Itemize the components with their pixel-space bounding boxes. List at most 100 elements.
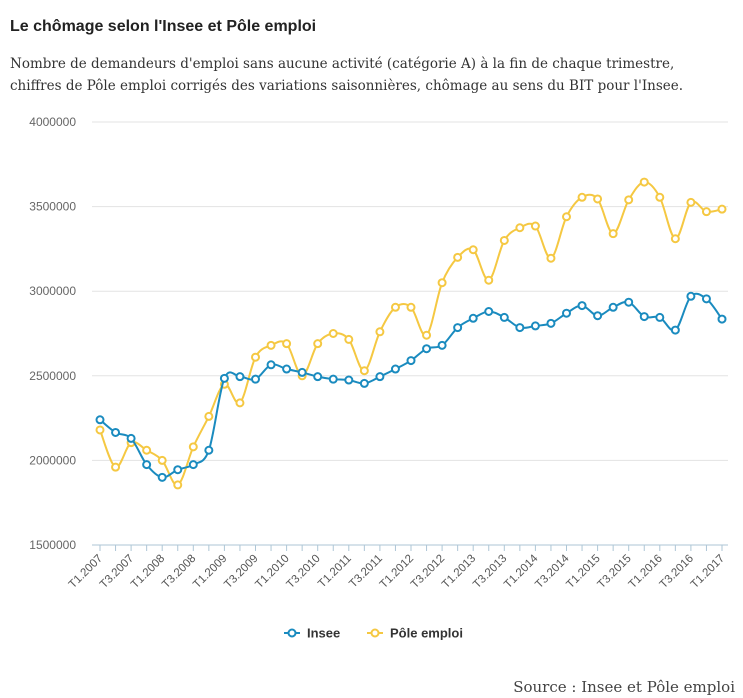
- data-point-p-le-emploi: [313, 339, 323, 349]
- data-point-p-le-emploi: [562, 212, 571, 222]
- series-p-le-emploi: [95, 177, 727, 490]
- data-point-insee: [624, 297, 634, 307]
- series-line-p-le-emploi: [99, 181, 723, 486]
- x-tick-label: T1.2011: [316, 553, 354, 591]
- data-point-p-le-emploi: [359, 366, 369, 376]
- data-point-insee: [546, 318, 556, 328]
- data-point-insee: [593, 311, 603, 321]
- data-point-insee: [406, 356, 416, 366]
- data-point-insee: [655, 312, 665, 322]
- series-layer: [95, 177, 727, 490]
- data-point-insee: [282, 364, 292, 374]
- data-point-p-le-emploi: [111, 462, 121, 472]
- legend-label-p-le-emploi: Pôle emploi: [390, 626, 463, 641]
- data-point-p-le-emploi: [282, 339, 292, 349]
- data-point-p-le-emploi: [142, 445, 152, 455]
- data-point-p-le-emploi: [468, 245, 478, 255]
- x-axis: T1.2007T3.2007T1.2008T3.2008T1.2009T3.20…: [67, 544, 728, 591]
- data-point-insee: [111, 427, 121, 437]
- legend: Insee Pôle emploi: [284, 626, 463, 641]
- data-point-insee: [142, 460, 152, 470]
- data-point-p-le-emploi: [593, 194, 603, 204]
- data-point-insee: [484, 307, 494, 317]
- y-tick-label: 4000000: [29, 115, 76, 129]
- data-point-p-le-emploi: [328, 329, 338, 338]
- data-point-p-le-emploi: [608, 229, 618, 239]
- data-point-insee: [608, 302, 618, 312]
- chart-subtitle: Nombre de demandeurs d'emploi sans aucun…: [10, 56, 684, 94]
- line-chart: 1500000 2000000 2500000 3000000 3500000 40000…: [29, 115, 728, 641]
- data-point-insee: [126, 433, 136, 443]
- data-point-p-le-emploi: [701, 207, 711, 217]
- data-point-p-le-emploi: [546, 253, 556, 263]
- data-point-insee: [188, 460, 198, 470]
- data-point-p-le-emploi: [515, 223, 525, 233]
- data-point-p-le-emploi: [670, 234, 680, 244]
- data-point-insee: [204, 445, 214, 455]
- legend-marker-p-le-emploi: [370, 628, 380, 638]
- data-point-p-le-emploi: [406, 302, 416, 312]
- data-point-insee: [328, 374, 338, 384]
- legend-marker-insee: [287, 628, 297, 638]
- chart-title: Le chômage selon l'Insee et Pôle emploi: [10, 18, 317, 35]
- x-tick-label: T1.2017: [689, 553, 727, 591]
- data-point-p-le-emploi: [686, 197, 696, 207]
- data-point-insee: [173, 465, 183, 475]
- y-axis-ticks: 1500000 2000000 2500000 3000000 3500000 40000…: [29, 115, 76, 552]
- legend-label-insee: Insee: [307, 626, 340, 641]
- data-point-p-le-emploi: [235, 398, 245, 408]
- y-tick-label: 2500000: [29, 369, 76, 383]
- data-point-insee: [344, 375, 354, 385]
- data-point-insee: [453, 323, 463, 333]
- gridlines: [92, 121, 728, 461]
- data-point-p-le-emploi: [624, 195, 634, 205]
- data-point-insee: [390, 364, 400, 374]
- data-point-p-le-emploi: [422, 330, 432, 340]
- data-point-p-le-emploi: [157, 455, 167, 465]
- data-point-insee: [437, 340, 447, 350]
- data-point-insee: [422, 344, 432, 354]
- data-point-p-le-emploi: [390, 302, 400, 312]
- data-point-insee: [515, 323, 525, 333]
- data-point-insee: [468, 313, 478, 323]
- data-point-insee: [251, 374, 260, 384]
- data-point-p-le-emploi: [577, 192, 587, 202]
- data-point-insee: [266, 360, 276, 370]
- data-point-p-le-emploi: [499, 235, 509, 245]
- legend-item-p-le-emploi: Pôle emploi: [367, 626, 463, 641]
- data-point-insee: [297, 367, 307, 377]
- x-tick-label: T3.2010: [284, 553, 322, 591]
- data-point-p-le-emploi: [375, 327, 385, 337]
- data-point-p-le-emploi: [266, 340, 276, 350]
- data-point-p-le-emploi: [344, 334, 354, 344]
- source-note: Source : Insee et Pôle emploi: [513, 678, 735, 696]
- data-point-p-le-emploi: [639, 177, 649, 187]
- data-point-insee: [717, 314, 727, 324]
- series-insee: [95, 291, 727, 482]
- data-point-p-le-emploi: [437, 278, 447, 288]
- data-point-insee: [701, 294, 711, 304]
- data-point-p-le-emploi: [655, 192, 665, 202]
- data-point-p-le-emploi: [251, 352, 260, 362]
- data-point-insee: [639, 312, 649, 322]
- data-point-insee: [157, 472, 167, 482]
- data-point-insee: [530, 321, 540, 331]
- data-point-insee: [359, 378, 369, 388]
- data-point-p-le-emploi: [530, 221, 540, 231]
- data-point-p-le-emploi: [484, 275, 494, 285]
- y-tick-label: 2000000: [29, 453, 76, 467]
- data-point-insee: [219, 373, 229, 383]
- data-point-insee: [562, 308, 571, 318]
- data-point-p-le-emploi: [173, 480, 183, 490]
- data-point-p-le-emploi: [188, 442, 198, 452]
- data-point-insee: [670, 325, 680, 335]
- y-tick-label: 3500000: [29, 200, 76, 214]
- data-point-p-le-emploi: [95, 425, 105, 435]
- y-tick-label: 3000000: [29, 284, 76, 298]
- data-point-insee: [235, 372, 245, 382]
- data-point-insee: [95, 415, 105, 425]
- legend-item-insee: Insee: [284, 626, 340, 641]
- data-point-p-le-emploi: [204, 411, 214, 421]
- data-point-p-le-emploi: [717, 204, 727, 214]
- data-point-insee: [499, 312, 509, 322]
